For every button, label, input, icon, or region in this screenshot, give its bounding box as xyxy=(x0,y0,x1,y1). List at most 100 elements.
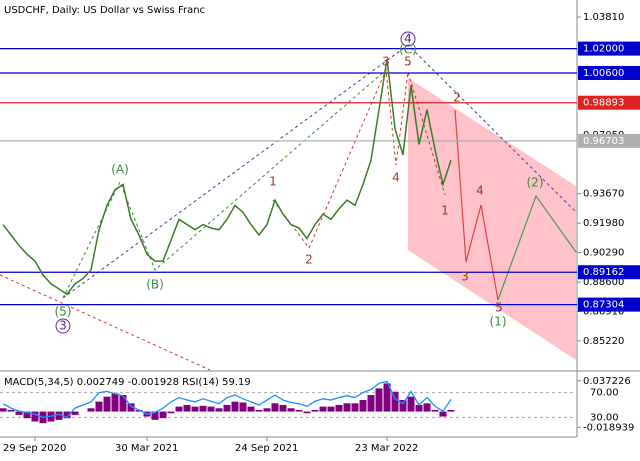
price-level-label: 0.96703 xyxy=(583,136,624,147)
y-tick-label: 0.86910 xyxy=(583,306,624,317)
macd-bar xyxy=(175,406,183,412)
macd-bar xyxy=(15,411,23,415)
macd-bar xyxy=(111,393,119,412)
wave-label: (C) xyxy=(399,43,417,57)
macd-bar xyxy=(319,406,327,412)
macd-bar xyxy=(183,404,191,412)
macd-bar xyxy=(71,411,79,415)
wave-label: 1 xyxy=(269,175,277,189)
y-tick-label: -0.018939 xyxy=(583,422,634,433)
wave-label: 5 xyxy=(495,301,503,315)
macd-bar xyxy=(327,406,335,412)
wave-circle xyxy=(400,31,416,47)
macd-bar xyxy=(439,411,447,417)
wave-label: (5) xyxy=(55,305,72,319)
price-level-label: 1.00600 xyxy=(583,68,624,79)
macd-bar xyxy=(255,409,263,412)
y-tick-label: 0.90290 xyxy=(583,248,624,259)
price-line xyxy=(2,58,452,296)
y2-tick-label: 30.00 xyxy=(590,412,619,423)
macd-bar xyxy=(215,408,223,412)
y-tick-label: 0.037226 xyxy=(583,376,631,387)
x-tick-label: 30 Mar 2021 xyxy=(115,443,178,454)
wave-label: 4 xyxy=(476,184,484,198)
wave-label: (A) xyxy=(111,163,129,177)
macd-bar xyxy=(407,396,415,412)
price-level-box xyxy=(578,95,640,110)
y2-tick-label: 70.00 xyxy=(590,388,619,399)
wave-label: 2 xyxy=(453,91,461,105)
macd-bar xyxy=(343,403,351,412)
price-level-label: 0.87304 xyxy=(583,300,624,311)
y-tick-label: 0.85220 xyxy=(583,336,624,347)
wave-label: 3 xyxy=(59,319,67,333)
macd-bar xyxy=(303,411,311,414)
trendline xyxy=(0,274,211,371)
wave-label: 2 xyxy=(305,253,313,267)
wave-label: (2) xyxy=(527,176,544,190)
macd-bar xyxy=(63,411,71,419)
macd-bar xyxy=(223,404,231,412)
macd-bar xyxy=(415,404,423,412)
wave-label: (B) xyxy=(146,278,164,292)
wave-label: 4 xyxy=(404,32,412,46)
chart-title: USDCHF, Daily: US Dollar vs Swiss Franc xyxy=(4,5,205,16)
indicator-title: MACD(5,34,5) 0.002749 -0.001928 RSI(14) … xyxy=(4,377,251,388)
macd-bar xyxy=(135,409,143,412)
wave-label: 5 xyxy=(404,55,412,69)
macd-bar xyxy=(159,411,167,419)
macd-bar xyxy=(23,411,31,419)
macd-bar xyxy=(191,406,199,412)
macd-bar xyxy=(31,411,39,422)
macd-bar xyxy=(375,388,383,412)
y-tick-label: 0.88600 xyxy=(583,277,624,288)
y-tick-label: 0.93670 xyxy=(583,189,624,200)
price-level-label: 1.02000 xyxy=(583,44,624,55)
rsi-line xyxy=(2,380,452,419)
macd-bar xyxy=(311,409,319,412)
macd-bar xyxy=(151,411,159,420)
macd-bar xyxy=(391,391,399,412)
wave-label: 4 xyxy=(392,171,400,185)
macd-bar xyxy=(351,403,359,412)
macd-bar xyxy=(95,401,103,412)
price-level-box xyxy=(578,133,640,148)
macd-bar xyxy=(287,408,295,412)
wave-circle xyxy=(55,318,71,334)
macd-bar xyxy=(127,403,135,412)
macd-bar xyxy=(87,408,95,412)
price-level-box xyxy=(578,265,640,280)
wave-trendline xyxy=(62,44,577,299)
macd-bar xyxy=(271,403,279,412)
price-level-box xyxy=(578,297,640,312)
macd-bar xyxy=(231,401,239,412)
price-level-box xyxy=(578,65,640,80)
macd-bar xyxy=(295,409,303,412)
macd-bar xyxy=(55,411,63,420)
macd-bar xyxy=(247,406,255,412)
x-tick-label: 24 Sep 2021 xyxy=(235,443,298,454)
price-level-label: 0.89162 xyxy=(583,267,624,278)
wave-label: 3 xyxy=(382,55,390,69)
macd-bar xyxy=(263,408,271,412)
macd-bar xyxy=(383,383,391,412)
x-tick-label: 29 Sep 2020 xyxy=(3,443,66,454)
macd-bar xyxy=(167,411,175,414)
macd-bar xyxy=(279,404,287,412)
x-tick-label: 23 Mar 2022 xyxy=(355,443,418,454)
wave-label: 3 xyxy=(461,270,469,284)
macd-bar xyxy=(359,399,367,412)
macd-bar xyxy=(7,409,15,412)
forecast-channel xyxy=(408,78,576,360)
macd-bar xyxy=(207,406,215,412)
macd-bar xyxy=(103,396,111,412)
wave-label: 1 xyxy=(441,204,449,218)
wave-trendline xyxy=(272,68,446,249)
wave-label: (1) xyxy=(490,315,507,329)
macd-bar xyxy=(431,409,439,412)
macd-bar xyxy=(423,403,431,412)
forecast-path xyxy=(454,109,499,301)
macd-bar xyxy=(399,399,407,412)
macd-bar xyxy=(199,405,207,412)
